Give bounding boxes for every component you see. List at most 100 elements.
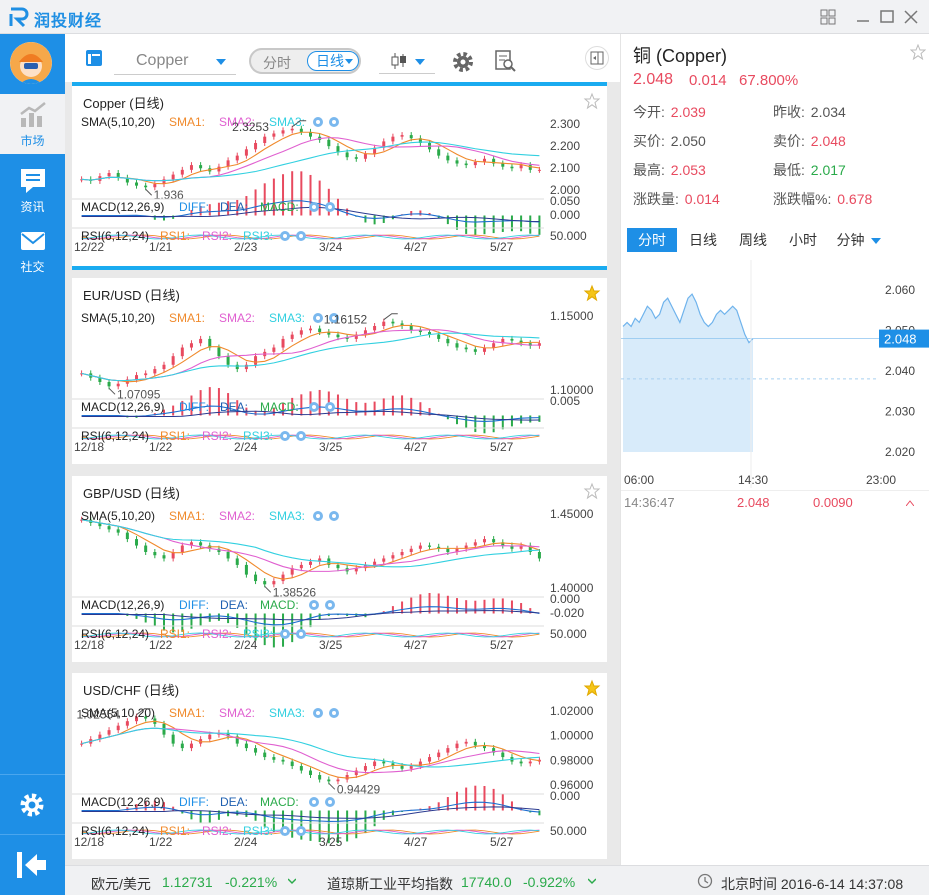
close-circle-icon[interactable] [325, 202, 335, 212]
kline-chart[interactable]: GBP/USD (日线) 1.45000 1.40000 SMA(5,10,20) SM… [72, 476, 607, 662]
nav-social[interactable]: 社交 [0, 220, 65, 280]
chart-settings-icon[interactable] [451, 50, 475, 74]
star-outline-icon[interactable] [583, 92, 601, 110]
period-tab-weekly[interactable]: 周线 [729, 228, 777, 252]
candle-body [510, 338, 514, 341]
candle-body [464, 347, 468, 350]
timeframe-rixian[interactable]: 日线 [307, 51, 359, 71]
close-circle-icon[interactable] [329, 117, 339, 127]
quote-change: 0.014 [689, 72, 727, 89]
kline-chart[interactable]: Copper (日线) 2.300 2.200 2.100 2.000 SMA(5,10,… [72, 86, 607, 270]
chart-type-button[interactable] [379, 48, 435, 74]
close-circle-icon[interactable] [325, 600, 335, 610]
sma-legend: SMA(5,10,20) [81, 509, 155, 523]
candle-body [180, 743, 184, 749]
chart-card[interactable]: GBP/USD (日线) 1.45000 1.40000 SMA(5,10,20) SM… [72, 476, 607, 662]
period-tab-fenshi[interactable]: 分时 [627, 228, 677, 252]
gear-icon[interactable] [313, 511, 323, 521]
close-circle-icon[interactable] [329, 708, 339, 718]
candle-body [199, 165, 203, 169]
date-tick-label: 5/27 [490, 440, 514, 454]
ticker-2-name[interactable]: 道琼斯工业平均指数 [327, 876, 453, 892]
gear-icon[interactable] [280, 826, 290, 836]
close-circle-icon[interactable] [325, 402, 335, 412]
candle-body [391, 555, 395, 559]
candle-body [464, 545, 468, 549]
nav-market[interactable]: 市场 [0, 94, 65, 154]
close-icon[interactable] [901, 7, 921, 27]
gear-icon[interactable] [280, 629, 290, 639]
minimize-icon[interactable] [853, 7, 873, 27]
price-tick-label: 0.96000 [550, 778, 594, 792]
candle-body [363, 154, 367, 159]
star-filled-icon[interactable] [583, 284, 601, 302]
candle-body [162, 364, 166, 370]
gear-icon[interactable] [280, 231, 290, 241]
layout-grid-icon[interactable] [818, 7, 838, 27]
nav-news[interactable]: 资讯 [0, 160, 65, 220]
sma3-legend: SMA3: [269, 509, 305, 523]
intraday-chart[interactable]: 2.0602.0502.0402.0302.0202.04806:0014:30… [621, 252, 929, 488]
report-search-icon[interactable] [493, 49, 517, 73]
logout-button[interactable] [0, 834, 65, 895]
chart-card[interactable]: USD/CHF (日线) 1.02000 1.00000 0.98000 0.96000… [72, 673, 607, 859]
candle-body [492, 343, 496, 348]
maximize-icon[interactable] [877, 7, 897, 27]
chart-card[interactable]: EUR/USD (日线) 1.15000 1.10000 SMA(5,10,20) SM… [72, 278, 607, 464]
candle-body [400, 323, 404, 326]
sma-line-20 [81, 141, 540, 182]
close-circle-icon[interactable] [325, 797, 335, 807]
period-tab-daily[interactable]: 日线 [679, 228, 727, 252]
symbol-select[interactable]: Copper [114, 47, 236, 75]
chart-card[interactable]: Copper (日线) 2.300 2.200 2.100 2.000 SMA(5,10,… [72, 82, 607, 270]
close-circle-icon[interactable] [296, 629, 306, 639]
date-tick-label: 12/18 [74, 638, 104, 652]
date-tick-label: 12/18 [74, 835, 104, 849]
candle-body [171, 552, 175, 559]
star-filled-icon[interactable] [583, 679, 601, 697]
close-circle-icon[interactable] [296, 231, 306, 241]
kline-chart[interactable]: EUR/USD (日线) 1.15000 1.10000 SMA(5,10,20) SM… [72, 278, 607, 464]
ticker-1-name[interactable]: 欧元/美元 [91, 876, 151, 892]
candle-body [144, 185, 148, 188]
close-circle-icon[interactable] [296, 826, 306, 836]
gear-icon[interactable] [309, 402, 319, 412]
star-outline-icon[interactable] [583, 482, 601, 500]
settings-button[interactable] [0, 774, 65, 834]
timeframe-fenshi[interactable]: 分时 [263, 55, 291, 71]
watchlist-icon[interactable] [85, 49, 103, 67]
sma2-legend: SMA2: [219, 115, 255, 129]
diff-legend: DIFF: [179, 200, 209, 214]
gear-icon[interactable] [313, 117, 323, 127]
chevron-down-icon[interactable] [588, 877, 596, 885]
period-tab-minute[interactable]: 分钟 [831, 228, 887, 252]
gear-icon[interactable] [313, 708, 323, 718]
period-tab-hourly[interactable]: 小时 [779, 228, 827, 252]
gear-icon[interactable] [313, 313, 323, 323]
candle-body [428, 757, 432, 762]
candle-body [482, 745, 486, 749]
avatar[interactable] [10, 42, 52, 84]
star-outline-icon[interactable] [910, 44, 926, 60]
close-circle-icon[interactable] [296, 431, 306, 441]
chevron-up-icon[interactable] [906, 500, 914, 506]
quote-prev-label: 昨收: [773, 104, 805, 120]
macd-hist-legend: MACD: [260, 200, 299, 214]
chevron-down-icon[interactable] [288, 877, 296, 885]
gear-icon[interactable] [309, 202, 319, 212]
intraday-y-tick: 2.030 [885, 404, 915, 418]
kline-chart[interactable]: USD/CHF (日线) 1.02000 1.00000 0.98000 0.96000… [72, 673, 607, 859]
panel-toggle-button[interactable] [585, 46, 609, 70]
close-circle-icon[interactable] [329, 313, 339, 323]
gear-icon[interactable] [280, 431, 290, 441]
logout-icon [17, 852, 46, 878]
close-circle-icon[interactable] [329, 511, 339, 521]
date-tick-label: 12/18 [74, 440, 104, 454]
candle-body [418, 761, 422, 767]
candle-body [510, 166, 514, 169]
ticker-1-price: 1.12731 [162, 874, 213, 890]
gear-icon[interactable] [309, 600, 319, 610]
macd-tick-label: 0.005 [550, 394, 580, 408]
gear-icon[interactable] [309, 797, 319, 807]
date-tick-label: 3/25 [319, 638, 343, 652]
